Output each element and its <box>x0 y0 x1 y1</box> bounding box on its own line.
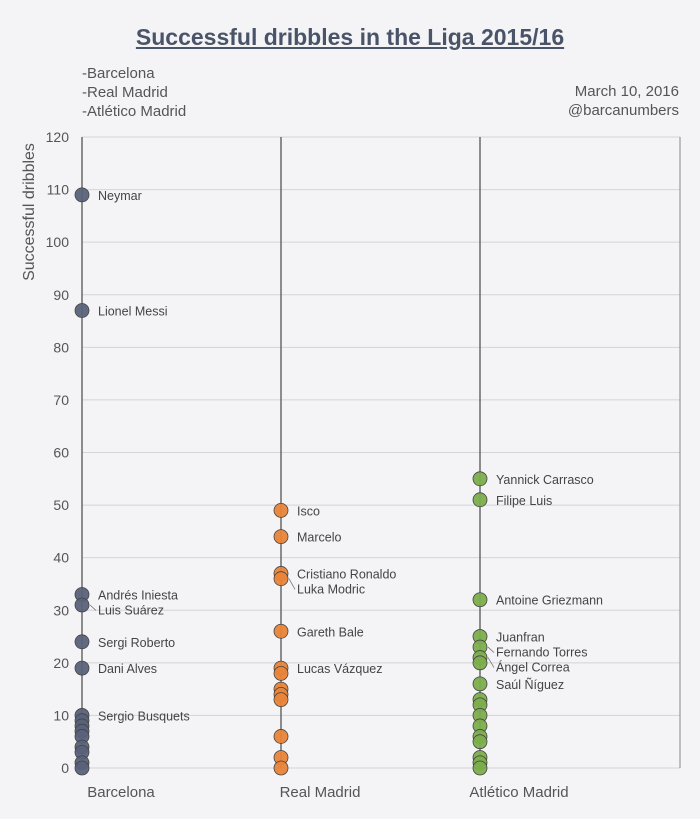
y-tick-label: 100 <box>46 234 70 250</box>
player-label: Marcelo <box>297 531 342 545</box>
y-tick-label: 90 <box>53 287 69 303</box>
player-label: Luka Modric <box>297 582 365 596</box>
data-point <box>74 303 90 318</box>
player-label: Cristiano Ronaldo <box>297 567 396 581</box>
y-tick-label: 120 <box>46 129 70 145</box>
y-tick-label: 20 <box>53 655 69 671</box>
y-axis-label: Successful dribbles <box>21 143 38 281</box>
data-point <box>472 760 488 776</box>
teams-list-item: -Real Madrid <box>82 84 168 101</box>
player-label: Saúl Ñíguez <box>496 678 564 692</box>
date-label: March 10, 2016 <box>574 83 679 100</box>
data-point <box>74 634 90 650</box>
label-leader <box>487 657 495 668</box>
label-leader <box>89 604 97 611</box>
data-point <box>273 529 289 545</box>
data-point <box>273 623 289 639</box>
y-tick-label: 110 <box>47 182 70 198</box>
handle-label: @barcanumbers <box>567 102 679 119</box>
label-leader <box>487 646 495 653</box>
data-point <box>472 492 488 508</box>
player-label: Sergi Roberto <box>98 636 175 650</box>
label-leader <box>288 578 296 590</box>
teams-list-item: -Atlético Madrid <box>82 103 187 120</box>
y-tick-label: 30 <box>53 602 69 618</box>
y-tick-label: 60 <box>53 445 69 461</box>
player-label: Luis Suárez <box>98 603 164 617</box>
player-label: Yannick Carrasco <box>496 473 594 487</box>
data-point <box>273 502 289 518</box>
y-tick-label: 50 <box>53 497 69 513</box>
player-label: Isco <box>297 504 320 518</box>
player-label: Fernando Torres <box>496 646 588 660</box>
player-label: Gareth Bale <box>297 625 364 639</box>
y-tick-label: 40 <box>53 550 69 566</box>
data-point <box>472 471 488 487</box>
data-point <box>273 729 289 744</box>
y-tick-label: 80 <box>53 339 69 355</box>
y-tick-label: 70 <box>53 392 69 408</box>
player-label: Andrés Iniesta <box>98 588 178 602</box>
data-point <box>472 676 488 692</box>
data-point <box>74 597 90 613</box>
player-label: Filipe Luis <box>496 494 552 508</box>
data-point <box>472 592 488 608</box>
data-point <box>74 187 90 203</box>
player-label: Antoine Griezmann <box>496 594 603 608</box>
data-point <box>273 571 289 587</box>
x-tick-label: Real Madrid <box>280 784 361 801</box>
player-label: Neymar <box>98 189 142 203</box>
data-point <box>74 760 90 776</box>
teams-list: -Barcelona -Real Madrid -Atlético Madrid <box>82 64 186 121</box>
y-tick-label: 0 <box>61 760 69 776</box>
player-label: Ángel Correa <box>496 660 570 675</box>
data-point <box>74 660 90 676</box>
player-label: Lucas Vázquez <box>297 662 382 676</box>
player-label: Dani Alves <box>98 662 157 676</box>
chart-title: Successful dribbles in the Liga 2015/16 <box>135 24 565 50</box>
player-label: Lionel Messi <box>98 305 167 319</box>
credits: March 10, 2016 @barcanumbers <box>568 82 679 120</box>
teams-list-item: -Barcelona <box>82 65 155 82</box>
player-label: Sergio Busquets <box>98 709 190 723</box>
x-tick-label: Atlético Madrid <box>469 784 568 801</box>
data-point <box>472 734 488 750</box>
data-point <box>273 665 289 681</box>
data-point <box>273 760 289 776</box>
player-label: Juanfran <box>496 631 545 645</box>
data-point <box>273 692 289 708</box>
data-point <box>472 655 488 671</box>
y-tick-label: 10 <box>53 707 69 723</box>
x-tick-label: Barcelona <box>87 784 155 801</box>
